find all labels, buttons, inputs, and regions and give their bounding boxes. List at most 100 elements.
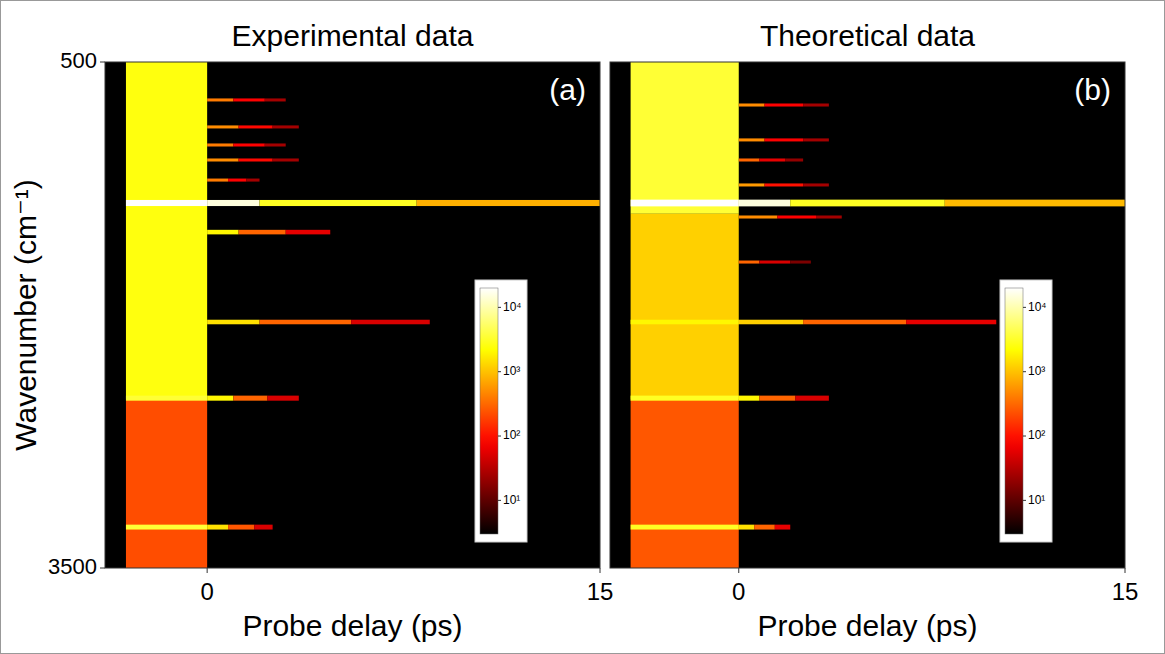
plot-frame xyxy=(105,62,600,568)
cells xyxy=(126,62,600,568)
heat-cell xyxy=(260,320,352,325)
colorbar-tick xyxy=(1023,371,1026,372)
cells xyxy=(631,62,1125,568)
heat-cell xyxy=(803,103,829,106)
x-tick-label: 0 xyxy=(200,578,213,605)
plot-background xyxy=(610,62,1125,568)
heat-cell xyxy=(739,396,760,401)
colorbar xyxy=(480,288,498,534)
heat-cell xyxy=(126,525,207,530)
x-tick-label: 0 xyxy=(732,578,745,605)
heat-cell xyxy=(239,125,273,128)
heat-cell xyxy=(207,125,238,128)
x-tick xyxy=(600,568,601,573)
heat-cell xyxy=(126,399,207,568)
heat-cell xyxy=(239,158,273,161)
colorbar-tick xyxy=(1023,436,1026,437)
heat-cell xyxy=(207,143,233,146)
y-tick xyxy=(100,62,105,63)
colorbar-tick-label: 10¹ xyxy=(503,493,520,507)
heat-cell xyxy=(790,200,945,207)
x-tick-label: 15 xyxy=(1112,578,1139,605)
x-axis-title: Probe delay (ps) xyxy=(242,609,462,642)
heat-cell xyxy=(286,230,331,235)
colorbar-tick-label: 10³ xyxy=(1028,364,1045,378)
x-tick xyxy=(738,568,739,573)
y-axis-title: Wavenumber (cm⁻¹) xyxy=(9,179,42,450)
panel-label: (a) xyxy=(549,73,586,106)
heat-cell xyxy=(739,525,754,530)
heat-cell xyxy=(246,179,259,182)
figure: 0155003500Experimental data(a)Probe dela… xyxy=(0,0,1165,654)
heat-cell xyxy=(228,525,254,530)
heat-cell xyxy=(254,525,272,530)
heat-cell xyxy=(754,525,775,530)
heat-cell xyxy=(351,320,430,325)
heat-cell xyxy=(759,158,785,161)
colorbar-tick-label: 10⁴ xyxy=(503,300,522,314)
heat-cell xyxy=(790,261,811,264)
y-tick-label: 500 xyxy=(60,48,97,73)
heat-cell xyxy=(126,396,207,401)
heat-cell xyxy=(765,183,804,186)
panel-0: 0155003500Experimental data(a)Probe dela… xyxy=(9,19,613,642)
colorbar-box xyxy=(1000,280,1052,542)
heat-cell xyxy=(739,261,760,264)
heat-cell xyxy=(265,143,286,146)
heat-cell xyxy=(739,158,760,161)
heat-cell xyxy=(631,525,739,530)
heat-cell xyxy=(631,396,739,401)
heat-cell xyxy=(207,179,228,182)
colorbar-tick xyxy=(498,500,501,501)
plot-frame xyxy=(610,62,1125,568)
heat-cell xyxy=(631,320,739,325)
colorbar-tick xyxy=(1023,500,1026,501)
x-axis-title: Probe delay (ps) xyxy=(757,609,977,642)
heat-cell xyxy=(759,396,795,401)
heat-cell xyxy=(207,525,228,530)
heat-cell xyxy=(126,62,207,399)
heat-cell xyxy=(631,214,739,400)
colorbar-tick-label: 10¹ xyxy=(1028,493,1045,507)
heat-cell xyxy=(739,138,765,141)
colorbar-tick xyxy=(498,436,501,437)
colorbar-tick-label: 10⁴ xyxy=(1028,300,1047,314)
figure-border xyxy=(1,1,1165,654)
heat-cell xyxy=(267,396,298,401)
heat-cell xyxy=(207,230,238,235)
heat-cell xyxy=(739,103,765,106)
x-tick xyxy=(207,568,208,573)
x-tick-label: 15 xyxy=(587,578,614,605)
heat-cell xyxy=(228,179,246,182)
heat-cell xyxy=(906,320,996,325)
colorbar-tick-label: 10² xyxy=(503,428,520,442)
y-tick xyxy=(100,568,105,569)
colorbar-tick-label: 10³ xyxy=(503,364,520,378)
colorbar-tick xyxy=(498,371,501,372)
colorbar-tick xyxy=(1023,307,1026,308)
panel-title: Experimental data xyxy=(232,19,474,52)
x-tick xyxy=(1125,568,1126,573)
heat-cell xyxy=(631,399,739,568)
panel-label: (b) xyxy=(1074,73,1111,106)
heat-cell xyxy=(739,215,778,218)
heat-cell xyxy=(759,261,790,264)
heat-cell xyxy=(233,98,264,101)
heat-cell xyxy=(777,215,816,218)
colorbar-tick-label: 10² xyxy=(1028,428,1045,442)
heat-cell xyxy=(260,200,417,206)
colorbar-box xyxy=(475,280,527,542)
heat-cell xyxy=(803,320,906,325)
plot-background xyxy=(105,62,600,568)
heat-cell xyxy=(775,525,790,530)
heat-cell xyxy=(207,396,233,401)
heat-cell xyxy=(803,183,829,186)
heat-cell xyxy=(126,200,207,206)
heat-cell xyxy=(265,98,286,101)
heat-cell xyxy=(631,200,739,207)
heat-cell xyxy=(631,62,739,214)
colorbar xyxy=(1005,288,1023,534)
heat-cell xyxy=(765,103,804,106)
heat-cell xyxy=(816,215,842,218)
heat-cell xyxy=(739,183,765,186)
